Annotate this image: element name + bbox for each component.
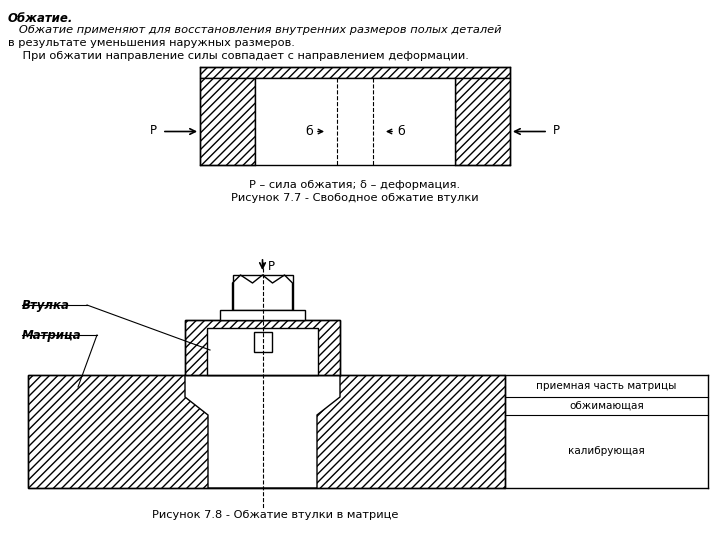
Text: Р: Р (150, 124, 157, 137)
Bar (200, 67, 510, 78)
Text: приемная часть матрицы: приемная часть матрицы (536, 381, 677, 391)
Text: При обжатии направление силы совпадает с направлением деформации.: При обжатии направление силы совпадает с… (8, 51, 469, 61)
Text: P: P (268, 260, 274, 273)
Text: Втулка: Втулка (22, 299, 70, 312)
Bar (207, 328, 318, 375)
Text: Р – сила обжатия; δ – деформация.: Р – сила обжатия; δ – деформация. (249, 180, 461, 190)
Bar (220, 310, 305, 320)
Text: Обжатие.: Обжатие. (8, 12, 73, 25)
Polygon shape (185, 375, 340, 488)
Text: Рисунок 7.7 - Свободное обжатие втулки: Рисунок 7.7 - Свободное обжатие втулки (231, 193, 479, 203)
Text: Р: Р (553, 124, 560, 137)
Text: калибрующая: калибрующая (568, 447, 645, 456)
Bar (185, 320, 340, 375)
Bar (455, 78, 510, 165)
Text: в результате уменьшения наружных размеров.: в результате уменьшения наружных размеро… (8, 38, 295, 48)
Bar (200, 78, 255, 165)
Bar (185, 320, 340, 375)
Text: Обжатие применяют для восстановления внутренних размеров полых деталей: Обжатие применяют для восстановления вну… (8, 25, 502, 35)
Bar (253, 332, 271, 352)
Text: б: б (305, 125, 313, 138)
Bar (255, 78, 455, 165)
Bar (233, 275, 292, 310)
Text: Рисунок 7.8 - Обжатие втулки в матрице: Рисунок 7.8 - Обжатие втулки в матрице (152, 510, 398, 520)
Text: б: б (397, 125, 405, 138)
Text: Матрица: Матрица (22, 328, 81, 341)
Text: обжимающая: обжимающая (569, 401, 644, 411)
Bar (28, 375, 505, 488)
Bar (28, 375, 505, 488)
